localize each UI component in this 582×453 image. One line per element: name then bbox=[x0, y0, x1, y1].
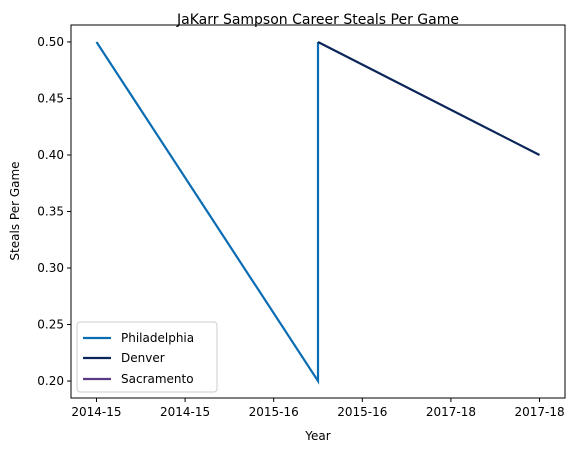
chart-title: JaKarr Sampson Career Steals Per Game bbox=[176, 12, 459, 28]
y-tick-label-5: 0.45 bbox=[37, 91, 64, 105]
x-tick-label-1: 2014-15 bbox=[160, 405, 210, 419]
y-tick-label-4: 0.40 bbox=[37, 148, 64, 162]
legend-label-denver: Denver bbox=[121, 351, 165, 365]
y-tick-label-2: 0.30 bbox=[37, 261, 64, 275]
series-lines bbox=[95, 41, 540, 385]
legend: Philadelphia Denver Sacramento bbox=[76, 321, 218, 393]
y-axis: 0.20 0.25 0.30 0.35 0.40 0.45 0.50 bbox=[37, 35, 71, 388]
legend-label-philadelphia: Philadelphia bbox=[121, 331, 194, 345]
x-tick-label-0: 2014-15 bbox=[71, 405, 121, 419]
x-axis-title: Year bbox=[304, 429, 330, 443]
x-tick-label-3: 2015-16 bbox=[337, 405, 387, 419]
y-axis-title: Steals Per Game bbox=[8, 161, 22, 260]
y-tick-label-6: 0.50 bbox=[37, 35, 64, 49]
x-tick-label-4: 2017-18 bbox=[426, 405, 476, 419]
legend-box bbox=[76, 321, 218, 393]
x-axis: 2014-15 2014-15 2015-16 2015-16 2017-18 2017-… bbox=[71, 398, 565, 419]
series-line-denver bbox=[317, 41, 540, 156]
y-tick-label-0: 0.20 bbox=[37, 374, 64, 388]
y-tick-label-3: 0.35 bbox=[37, 205, 64, 219]
x-tick-label-2: 2015-16 bbox=[249, 405, 299, 419]
x-tick-label-5: 2017-18 bbox=[514, 405, 564, 419]
series-line-philadelphia bbox=[95, 41, 320, 385]
y-tick-label-1: 0.25 bbox=[37, 318, 64, 332]
legend-label-sacramento: Sacramento bbox=[121, 372, 194, 386]
